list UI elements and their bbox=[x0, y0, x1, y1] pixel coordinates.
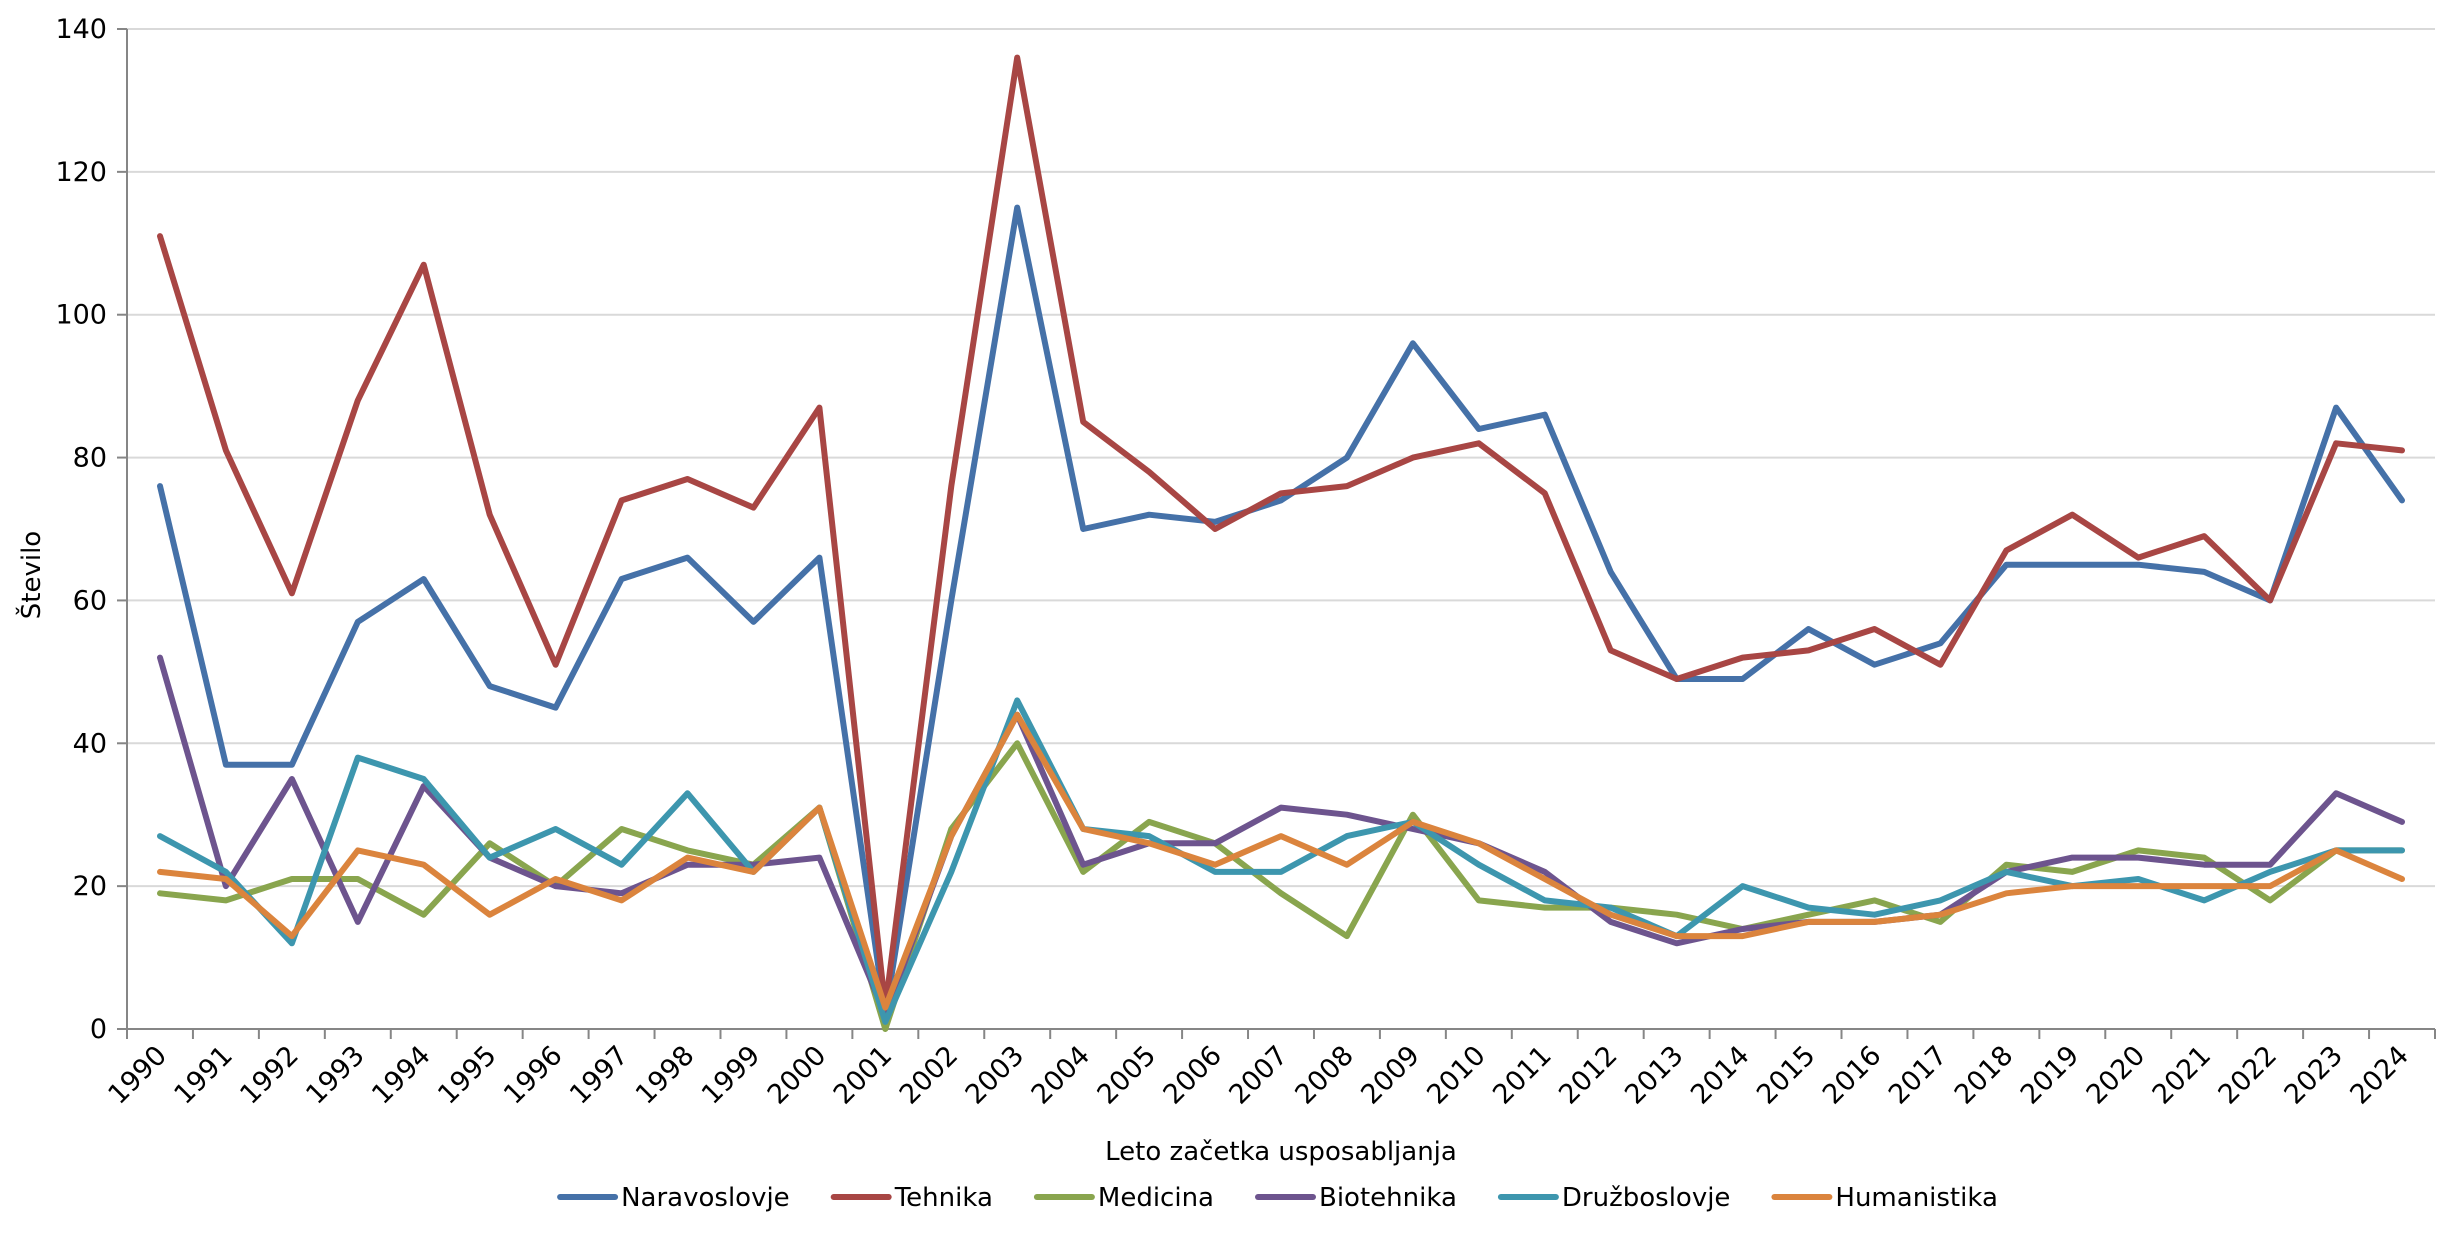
x-tick-label: 2003 bbox=[960, 1040, 1031, 1111]
legend-label: Družboslovje bbox=[1562, 1183, 1731, 1213]
x-tick-label: 2018 bbox=[1949, 1040, 2020, 1111]
series-lines bbox=[157, 54, 2405, 1032]
x-tick-label: 1994 bbox=[366, 1040, 437, 1111]
x-tick-label: 1990 bbox=[102, 1040, 173, 1111]
x-tick-label: 1997 bbox=[564, 1040, 635, 1111]
x-tick-label: 2014 bbox=[1685, 1040, 1756, 1111]
series-line-družboslovje bbox=[157, 697, 2405, 1025]
legend-label: Naravoslovje bbox=[621, 1183, 790, 1213]
legend-label: Medicina bbox=[1098, 1183, 1214, 1213]
legend-item: Biotehnika bbox=[1255, 1183, 1457, 1213]
y-tick-label: 60 bbox=[73, 585, 107, 616]
x-tick-label: 2024 bbox=[2344, 1040, 2415, 1111]
legend: Naravoslovje Tehnika Medicina Biotehnika Dru… bbox=[557, 1183, 1998, 1213]
gridlines bbox=[127, 28, 2435, 888]
y-tick-labels: 0 20 40 60 80 100 120 140 bbox=[55, 14, 107, 1045]
x-tick-label: 2016 bbox=[1817, 1040, 1888, 1111]
x-tick-label: 2006 bbox=[1157, 1040, 1228, 1111]
y-tick-label: 140 bbox=[55, 14, 107, 45]
x-tick-label: 2007 bbox=[1223, 1040, 1294, 1111]
y-tick-label: 100 bbox=[55, 300, 107, 331]
legend-item: Tehnika bbox=[830, 1183, 993, 1213]
x-tick-label: 2019 bbox=[2015, 1040, 2086, 1111]
x-tick-label: 2011 bbox=[1487, 1040, 1558, 1111]
legend-item: Humanistika bbox=[1771, 1183, 1998, 1213]
x-tick-label: 2002 bbox=[894, 1040, 965, 1111]
legend-label: Humanistika bbox=[1835, 1183, 1998, 1213]
axes bbox=[117, 28, 2436, 1039]
x-tick-label: 2001 bbox=[828, 1040, 899, 1111]
x-axis-title: Leto začetka usposabljanja bbox=[1105, 1137, 1457, 1167]
x-tick-label: 2012 bbox=[1553, 1040, 1624, 1111]
x-tick-labels: 1990199119921993199419951996199719981999… bbox=[102, 1040, 2415, 1111]
x-tick-label: 2010 bbox=[1421, 1040, 1492, 1111]
x-tick-label: 2013 bbox=[1619, 1040, 1690, 1111]
series-line-naravoslovje bbox=[157, 204, 2405, 1018]
series-line-tehnika bbox=[157, 54, 2405, 1011]
x-tick-label: 2000 bbox=[762, 1040, 833, 1111]
x-tick-label: 1992 bbox=[234, 1040, 305, 1111]
legend-item: Medicina bbox=[1033, 1183, 1214, 1213]
x-tick-label: 1998 bbox=[630, 1040, 701, 1111]
legend-label: Tehnika bbox=[894, 1183, 993, 1213]
x-tick-label: 2008 bbox=[1289, 1040, 1360, 1111]
x-tick-label: 2023 bbox=[2279, 1040, 2350, 1111]
x-tick-label: 1996 bbox=[498, 1040, 569, 1111]
x-tick-label: 1999 bbox=[696, 1040, 767, 1111]
x-tick-label: 2004 bbox=[1026, 1040, 1097, 1111]
x-tick-label: 2005 bbox=[1092, 1040, 1163, 1111]
y-axis-title: Število bbox=[15, 531, 47, 619]
x-tick-label: 1995 bbox=[432, 1040, 503, 1111]
x-tick-label: 2015 bbox=[1751, 1040, 1822, 1111]
x-tick-label: 1991 bbox=[168, 1040, 239, 1111]
x-tick-label: 2021 bbox=[2147, 1040, 2218, 1111]
legend-item: Naravoslovje bbox=[557, 1183, 790, 1213]
series-line-humanistika bbox=[157, 711, 2405, 1011]
y-tick-label: 20 bbox=[73, 871, 107, 902]
x-tick-label: 2020 bbox=[2081, 1040, 2152, 1111]
y-tick-label: 120 bbox=[55, 157, 107, 188]
y-tick-label: 0 bbox=[90, 1014, 107, 1045]
x-tick-label: 2009 bbox=[1355, 1040, 1426, 1111]
legend-label: Biotehnika bbox=[1319, 1183, 1457, 1213]
x-tick-label: 2017 bbox=[1883, 1040, 1954, 1111]
legend-item: Družboslovje bbox=[1497, 1183, 1731, 1213]
series-line-biotehnika bbox=[157, 654, 2405, 1018]
y-tick-label: 80 bbox=[73, 443, 107, 474]
x-tick-label: 1993 bbox=[300, 1040, 371, 1111]
x-tick-label: 2022 bbox=[2213, 1040, 2284, 1111]
y-tick-label: 40 bbox=[73, 728, 107, 759]
